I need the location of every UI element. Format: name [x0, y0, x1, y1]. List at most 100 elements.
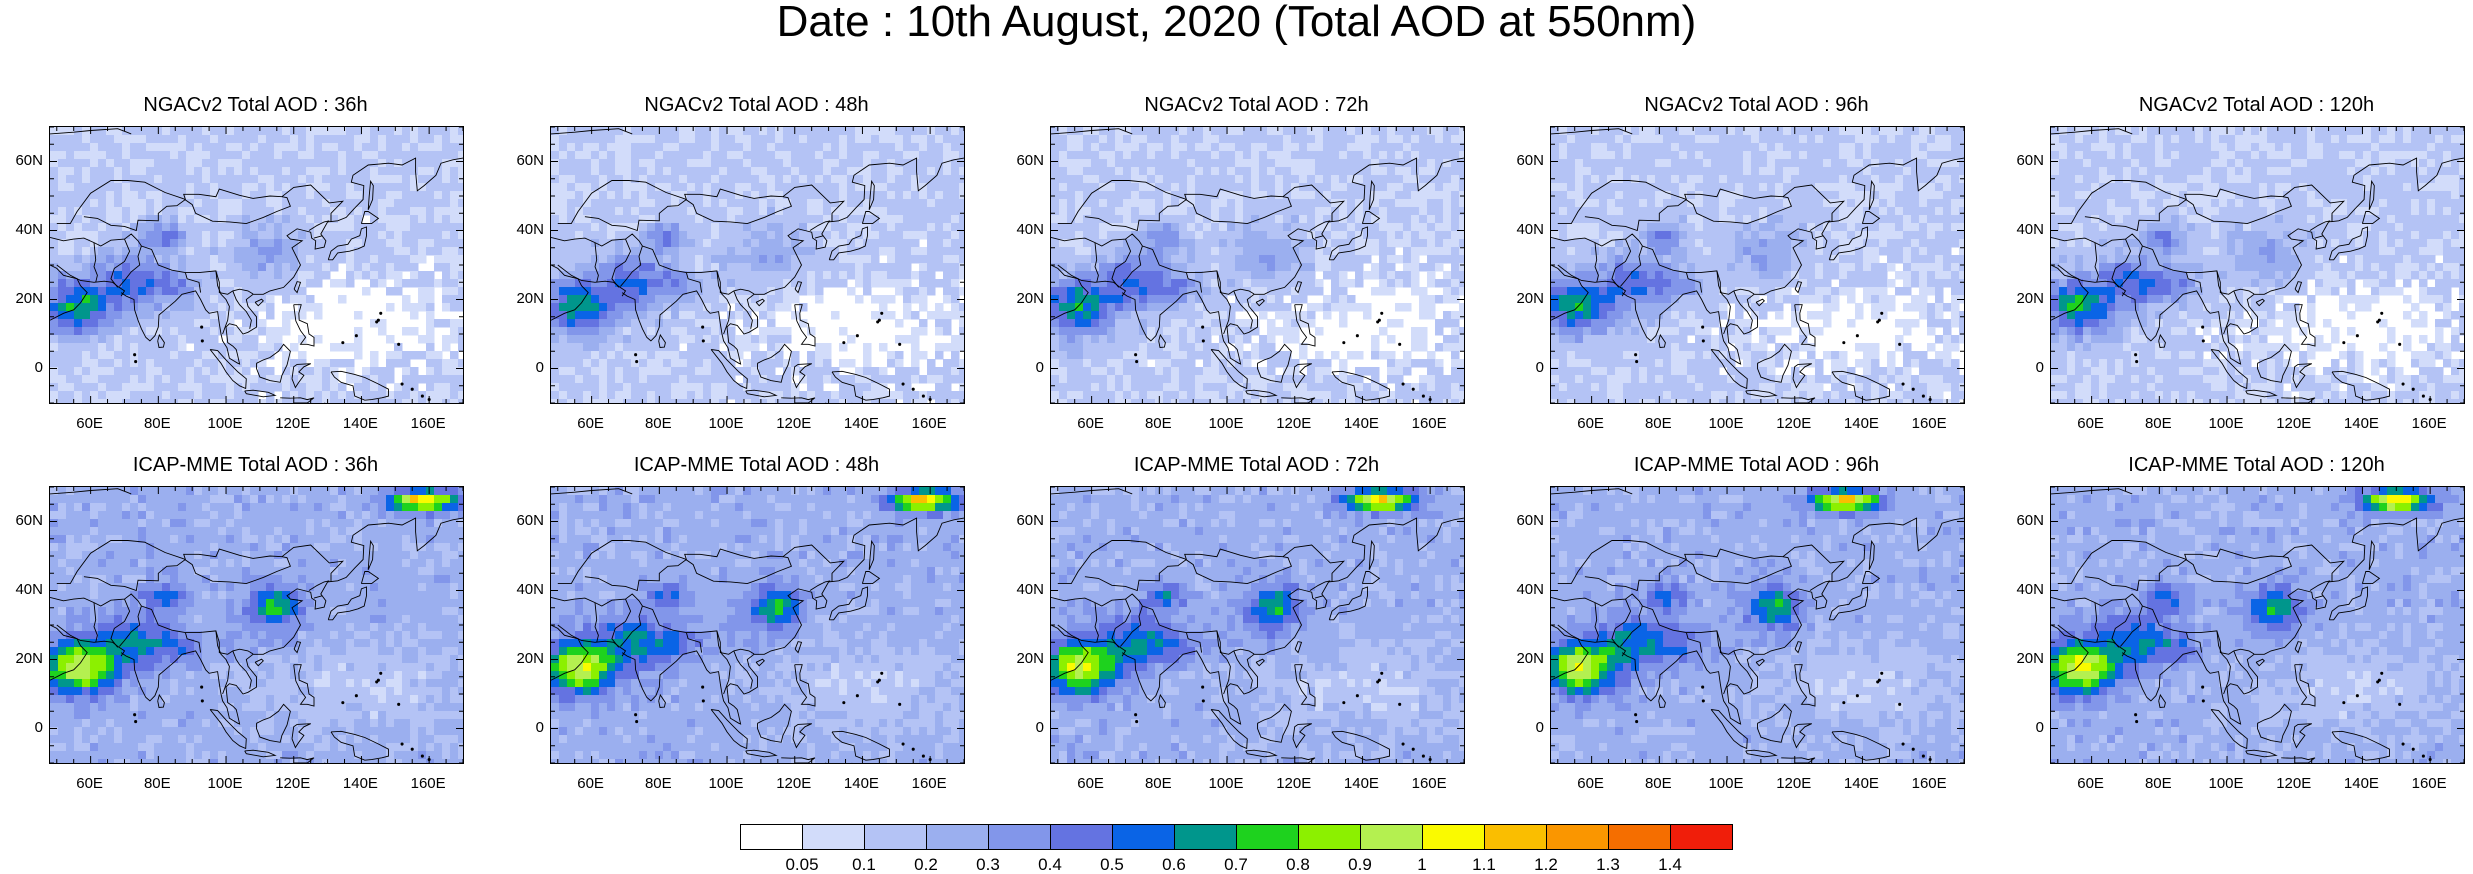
- aod-cell: [679, 391, 688, 400]
- aod-cell: [1435, 239, 1444, 248]
- aod-cell: [418, 287, 427, 296]
- aod-cell: [751, 287, 760, 296]
- aod-cell: [162, 151, 171, 160]
- aod-cell: [266, 351, 275, 360]
- aod-cell: [1075, 207, 1084, 216]
- aod-cell: [1331, 255, 1340, 264]
- aod-cell: [695, 271, 704, 280]
- aod-cell: [218, 247, 227, 256]
- aod-cell: [1371, 231, 1380, 240]
- aod-cell: [935, 279, 944, 288]
- aod-cell: [1291, 255, 1300, 264]
- aod-cell: [639, 271, 648, 280]
- aod-cell: [807, 127, 816, 136]
- aod-cell: [226, 303, 235, 312]
- aod-cell: [951, 335, 960, 344]
- aod-cell: [1379, 135, 1388, 144]
- aod-cell: [1259, 279, 1268, 288]
- aod-cell: [1403, 215, 1412, 224]
- aod-cell: [1459, 279, 1464, 288]
- aod-cell: [1051, 127, 1060, 136]
- aod-cell: [354, 143, 363, 152]
- aod-cell: [98, 247, 107, 256]
- aod-cell: [711, 343, 720, 352]
- aod-cell: [679, 303, 688, 312]
- aod-cell: [1275, 199, 1284, 208]
- aod-cell: [943, 175, 952, 184]
- aod-cell: [1075, 271, 1084, 280]
- aod-cell: [1419, 127, 1428, 136]
- aod-cell: [1059, 279, 1068, 288]
- aod-cell: [919, 167, 928, 176]
- aod-cell: [1347, 263, 1356, 272]
- aod-cell: [1219, 167, 1228, 176]
- aod-cell: [242, 135, 251, 144]
- aod-cell: [1075, 175, 1084, 184]
- aod-cell: [210, 191, 219, 200]
- aod-cell: [711, 271, 720, 280]
- aod-cell: [162, 335, 171, 344]
- aod-cell: [194, 127, 203, 136]
- aod-cell: [298, 223, 307, 232]
- aod-cell: [90, 335, 99, 344]
- aod-cell: [575, 383, 584, 392]
- aod-cell: [1067, 159, 1076, 168]
- aod-cell: [1219, 191, 1228, 200]
- aod-cell: [410, 183, 419, 192]
- aod-cell: [871, 383, 880, 392]
- aod-cell: [1059, 295, 1068, 304]
- aod-cell: [1435, 135, 1444, 144]
- aod-cell: [919, 255, 928, 264]
- aod-cell: [442, 383, 451, 392]
- coastline: [256, 343, 291, 383]
- aod-cell: [679, 295, 688, 304]
- aod-cell: [671, 375, 680, 384]
- aod-cell: [647, 191, 656, 200]
- aod-cell: [1259, 159, 1268, 168]
- aod-cell: [122, 287, 131, 296]
- aod-cell: [1251, 263, 1260, 272]
- aod-cell: [943, 239, 952, 248]
- aod-cell: [1299, 295, 1308, 304]
- aod-cell: [791, 359, 800, 368]
- aod-cell: [66, 367, 75, 376]
- aod-cell: [58, 255, 67, 264]
- aod-cell: [895, 151, 904, 160]
- aod-cell: [274, 199, 283, 208]
- aod-cell: [679, 167, 688, 176]
- aod-cell: [863, 279, 872, 288]
- aod-cell: [959, 143, 964, 152]
- aod-cell: [402, 135, 411, 144]
- aod-cell: [210, 303, 219, 312]
- aod-cell: [98, 151, 107, 160]
- aod-cell: [426, 135, 435, 144]
- aod-cell: [370, 183, 379, 192]
- aod-cell: [919, 303, 928, 312]
- aod-cell: [607, 127, 616, 136]
- aod-cell: [951, 199, 960, 208]
- aod-cell: [903, 239, 912, 248]
- aod-cell: [1435, 215, 1444, 224]
- aod-cell: [378, 135, 387, 144]
- aod-cell: [767, 239, 776, 248]
- aod-cell: [450, 151, 459, 160]
- aod-cell: [82, 199, 91, 208]
- aod-cell: [807, 375, 816, 384]
- aod-cell: [1195, 191, 1204, 200]
- aod-cell: [559, 367, 568, 376]
- aod-cell: [1371, 351, 1380, 360]
- aod-cell: [1267, 191, 1276, 200]
- aod-cell: [607, 255, 616, 264]
- aod-cell: [1195, 351, 1204, 360]
- aod-cell: [615, 135, 624, 144]
- aod-cell: [1091, 359, 1100, 368]
- aod-cell: [1067, 143, 1076, 152]
- aod-cell: [130, 231, 139, 240]
- aod-cell: [1435, 319, 1444, 328]
- aod-cell: [559, 287, 568, 296]
- aod-cell: [146, 231, 155, 240]
- aod-cell: [895, 319, 904, 328]
- aod-cell: [218, 167, 227, 176]
- aod-cell: [1099, 343, 1108, 352]
- aod-cell: [402, 255, 411, 264]
